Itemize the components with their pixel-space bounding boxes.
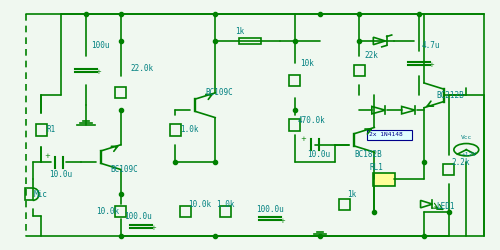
Bar: [354, 65, 365, 76]
Text: 2x 1N4148: 2x 1N4148: [370, 132, 403, 138]
Text: 100.0u: 100.0u: [256, 204, 284, 214]
Bar: [36, 124, 46, 136]
Bar: [339, 198, 350, 210]
Text: 470.0k: 470.0k: [297, 116, 325, 124]
Text: Vcc: Vcc: [462, 135, 472, 140]
Bar: [170, 124, 181, 136]
Text: 22.0k: 22.0k: [130, 64, 154, 73]
Text: LED1: LED1: [436, 202, 455, 211]
Text: 10.0u: 10.0u: [307, 150, 330, 159]
Text: 10k: 10k: [300, 59, 314, 68]
Text: 22k: 22k: [364, 51, 378, 60]
Text: +: +: [150, 225, 156, 231]
Text: 100.0u: 100.0u: [124, 212, 152, 221]
Text: 1k: 1k: [347, 190, 356, 199]
Text: BC109C: BC109C: [111, 165, 138, 174]
Text: +: +: [301, 136, 306, 142]
Bar: [367, 130, 412, 140]
Bar: [180, 206, 191, 217]
Text: 1.0k: 1.0k: [216, 200, 234, 208]
Bar: [290, 120, 300, 130]
Text: +: +: [280, 218, 285, 224]
Text: BC182B: BC182B: [354, 150, 382, 159]
Bar: [374, 173, 395, 186]
Text: RL1: RL1: [370, 162, 383, 172]
Bar: [116, 206, 126, 217]
Text: 10.0u: 10.0u: [48, 170, 72, 179]
Bar: [116, 87, 126, 99]
Text: 2.2k: 2.2k: [452, 158, 470, 166]
Text: 1.0k: 1.0k: [180, 126, 199, 134]
Text: 1k: 1k: [235, 26, 244, 36]
Text: Mic: Mic: [34, 190, 48, 199]
Bar: [290, 75, 300, 86]
Bar: [239, 38, 261, 44]
Text: BC212B: BC212B: [436, 91, 464, 100]
Text: BC109C: BC109C: [206, 88, 233, 97]
Text: 4.7u: 4.7u: [422, 42, 440, 50]
Text: 10.0k: 10.0k: [96, 207, 119, 216]
Bar: [444, 164, 454, 175]
Bar: [25, 188, 32, 200]
Text: 10.0k: 10.0k: [188, 200, 211, 208]
Text: R1: R1: [46, 126, 56, 134]
Bar: [220, 206, 230, 217]
Text: +: +: [96, 69, 102, 75]
Text: 100u: 100u: [91, 42, 110, 50]
Text: +12V: +12V: [462, 152, 476, 157]
Text: +: +: [428, 62, 434, 68]
Text: +: +: [44, 153, 51, 160]
